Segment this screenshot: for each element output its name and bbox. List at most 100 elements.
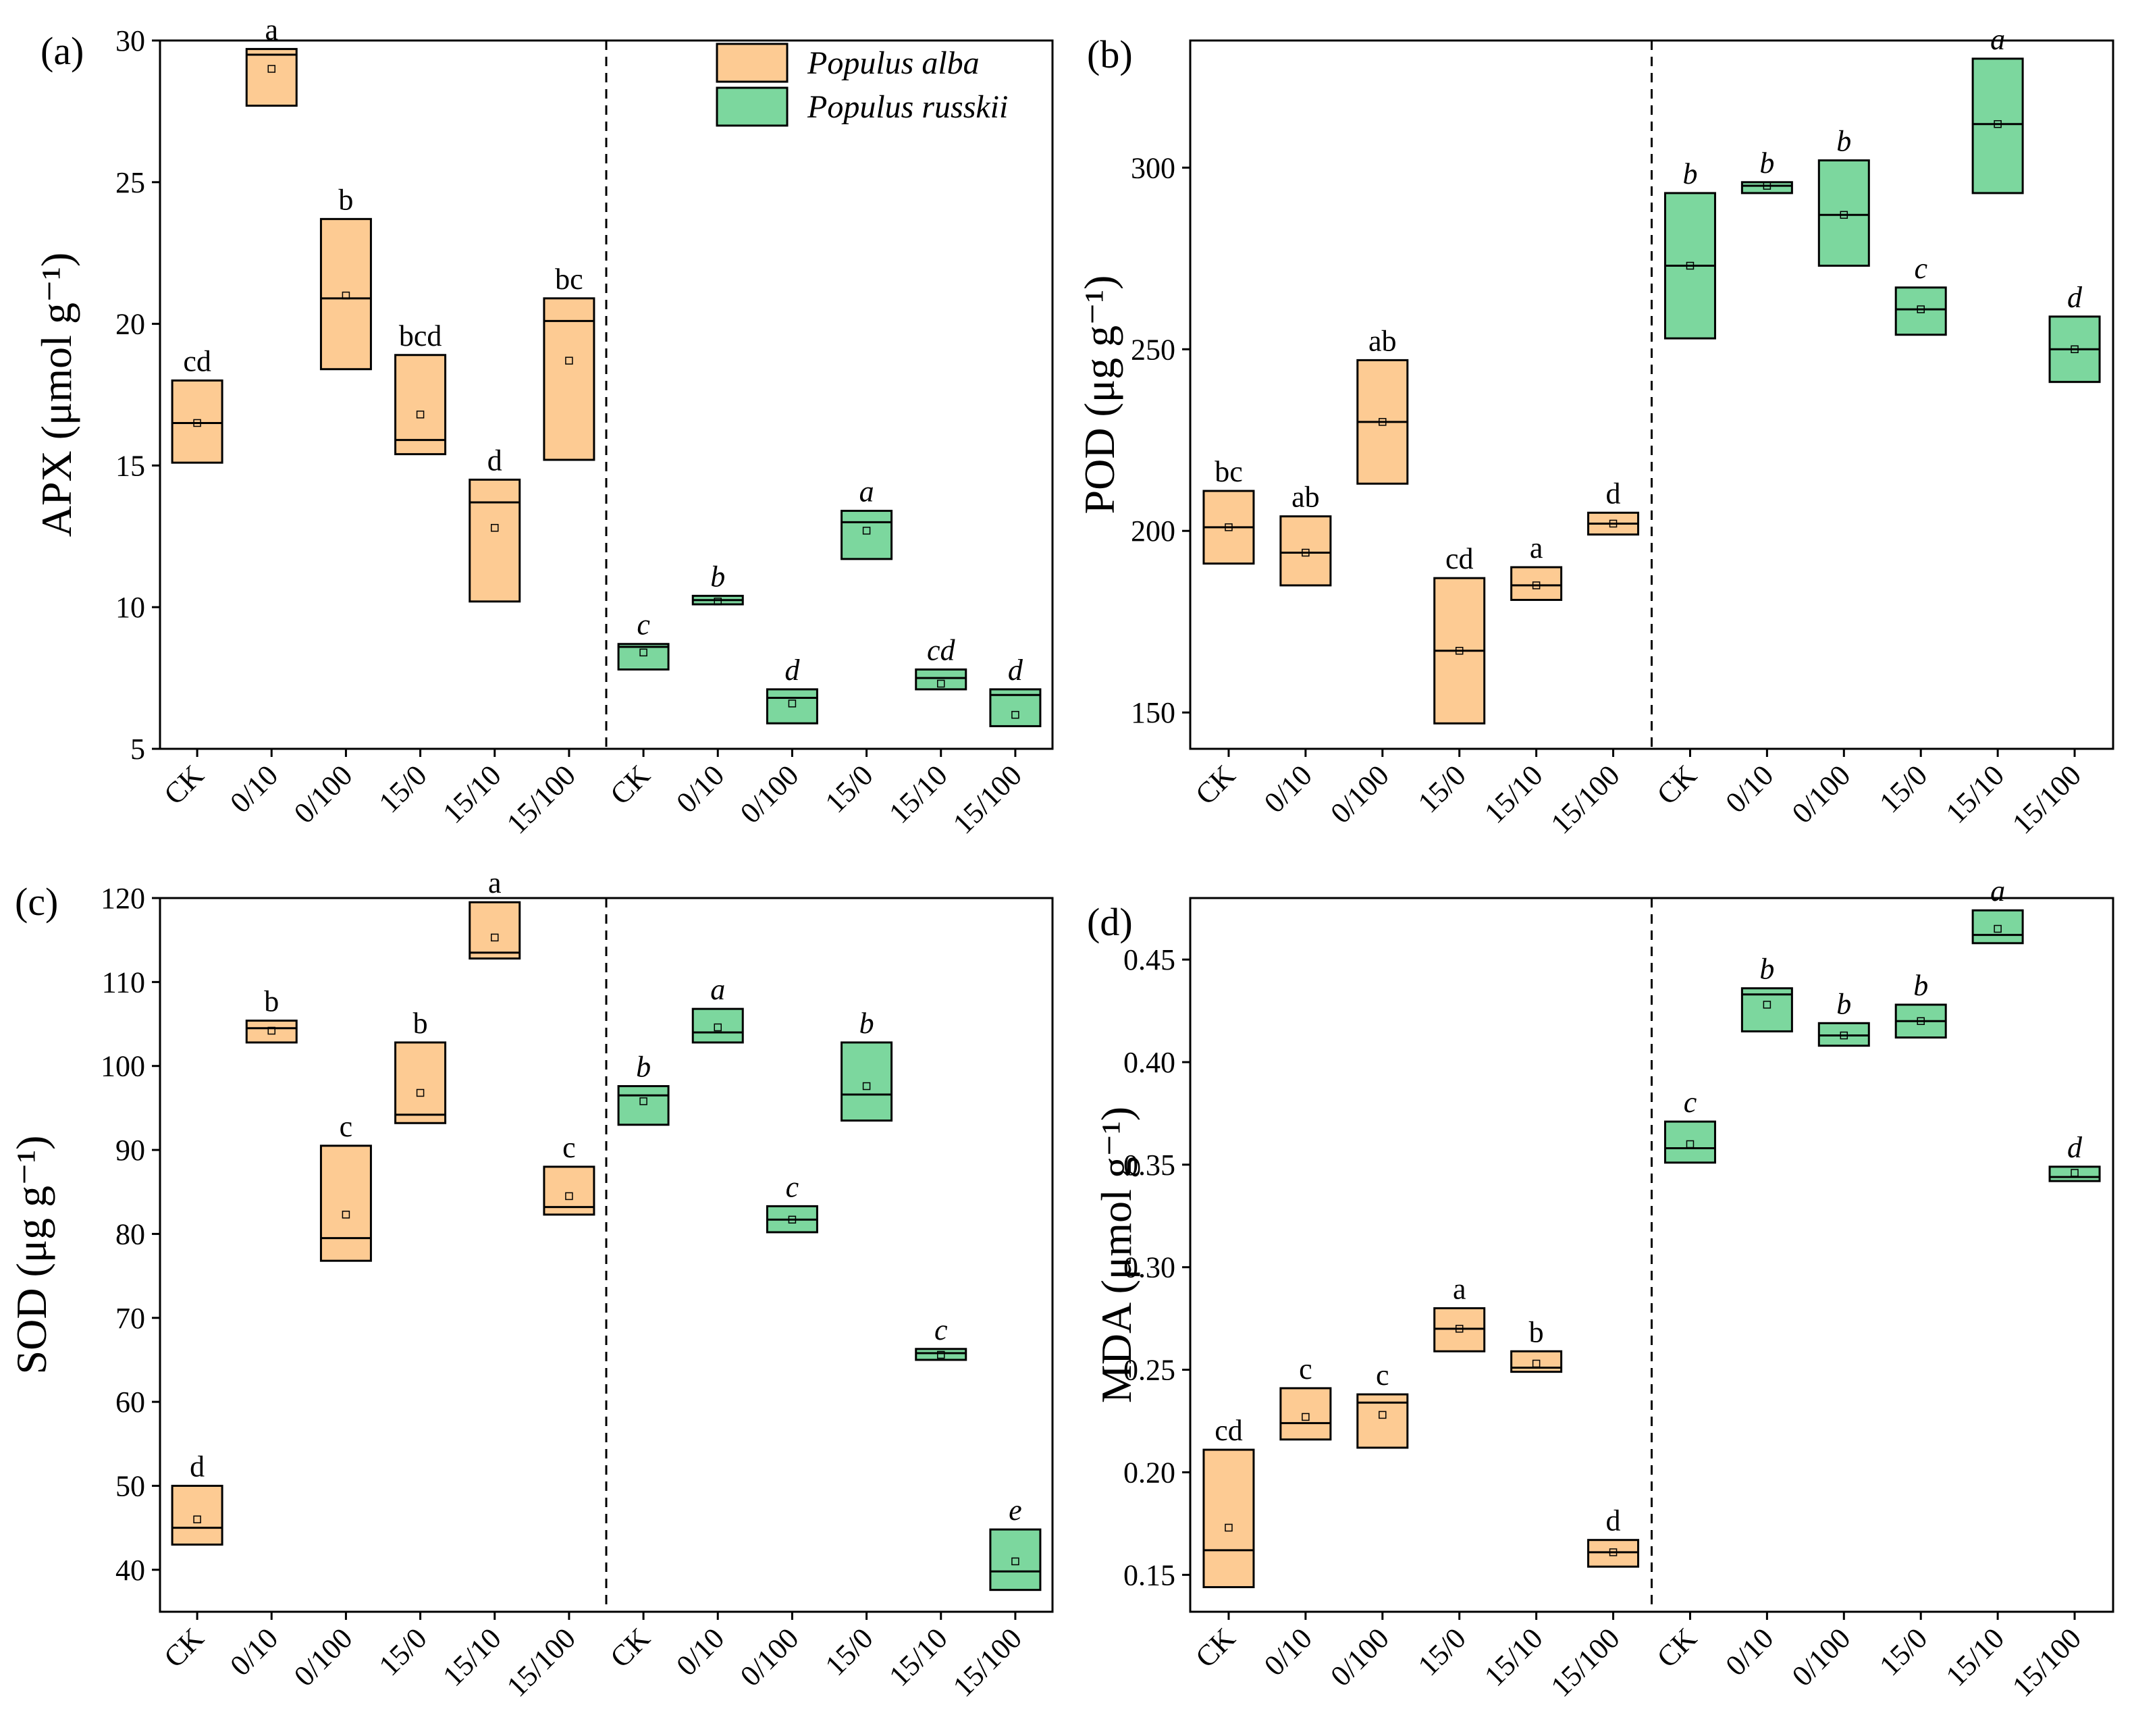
x-tick-label: CK (1651, 1621, 1703, 1674)
box-russkii (691, 1007, 744, 1044)
x-tick-label: 15/100 (500, 758, 582, 840)
x-tick-label: CK (1651, 758, 1703, 811)
y-tick-label: 0.40 (1123, 1046, 1175, 1079)
box-russkii (617, 643, 670, 671)
box-russkii (1817, 1022, 1870, 1047)
x-tick-label: 15/10 (1940, 1621, 2011, 1693)
mean-marker (1302, 548, 1310, 557)
y-tick-label: 90 (115, 1134, 145, 1167)
mean-marker (1532, 581, 1541, 589)
y-tick-label: 100 (101, 1050, 145, 1083)
significance-letter: b (1836, 125, 1851, 158)
significance-letter: b (1529, 1315, 1544, 1348)
significance-letter: bc (555, 263, 583, 296)
x-tick-label: 0/10 (670, 758, 730, 819)
box-alba (1202, 1448, 1255, 1589)
mean-marker (1763, 182, 1771, 190)
significance-letter: a (265, 14, 278, 47)
x-tick-label: 0/100 (1324, 758, 1395, 830)
y-tick-label: 30 (115, 24, 145, 57)
box-russkii (915, 1348, 967, 1361)
significance-letter: d (1008, 654, 1023, 687)
x-tick-label: 0/10 (1258, 758, 1318, 819)
mean-marker (565, 1192, 573, 1201)
box-alba (469, 478, 521, 603)
mean-marker (1011, 710, 1019, 719)
box-russkii (841, 510, 893, 560)
mean-marker (788, 700, 797, 708)
significance-letter: c (1299, 1352, 1312, 1386)
mean-marker (1225, 1523, 1233, 1532)
mean-marker (267, 1026, 275, 1035)
significance-letter: d (784, 654, 800, 687)
box-alba (469, 901, 521, 960)
panel-label: (a) (41, 29, 84, 73)
box-russkii (617, 1085, 670, 1126)
mean-marker (491, 933, 499, 942)
significance-letter: d (2067, 281, 2083, 314)
y-tick-label: 20 (115, 308, 145, 341)
box-russkii (915, 668, 967, 691)
mean-marker (1840, 211, 1848, 219)
y-tick-label: 70 (115, 1302, 145, 1335)
box-alba (319, 217, 372, 371)
x-tick-label: 0/100 (734, 1621, 805, 1693)
significance-letter: c (1376, 1359, 1389, 1392)
box-russkii (989, 1528, 1042, 1592)
significance-letter: d (1606, 477, 1621, 510)
mean-marker (788, 1215, 797, 1224)
y-tick-label: 120 (101, 882, 145, 915)
box-alba (394, 1041, 447, 1124)
significance-letter: c (562, 1131, 576, 1164)
legend-swatch-russkii (716, 86, 789, 127)
significance-letter: a (1990, 874, 2005, 908)
mean-marker (1532, 1359, 1541, 1368)
significance-letter: b (859, 1007, 874, 1040)
x-tick-label: 15/10 (436, 1621, 508, 1693)
x-tick-label: 0/100 (288, 758, 359, 830)
mean-marker (193, 419, 201, 427)
significance-letter: ab (1291, 481, 1320, 514)
significance-letter: b (1913, 969, 1928, 1002)
mean-marker (862, 1082, 871, 1090)
y-tick-label: 0.35 (1123, 1149, 1175, 1182)
x-tick-label: 0/100 (288, 1621, 359, 1693)
x-tick-label: 15/10 (1478, 758, 1549, 830)
box-russkii (1663, 1120, 1716, 1164)
significance-letter: a (859, 475, 874, 508)
significance-letter: b (1759, 953, 1774, 986)
mean-marker (342, 1211, 350, 1219)
mean-marker (193, 1515, 201, 1523)
x-tick-label: 15/10 (436, 758, 508, 830)
significance-letter: d (190, 1450, 205, 1483)
significance-letter: b (413, 1007, 428, 1040)
y-axis-label: MDA (μmol g⁻¹) (1092, 1107, 1140, 1403)
significance-letter: c (786, 1170, 799, 1203)
y-tick-label: 0.25 (1123, 1354, 1175, 1387)
x-tick-label: CK (604, 1621, 656, 1674)
legend-swatch-alba (716, 43, 789, 83)
x-tick-label: 0/100 (1786, 758, 1857, 830)
y-tick-label: 5 (130, 733, 145, 766)
x-tick-label: 15/100 (2006, 758, 2087, 840)
y-axis-label: SOD (μg g⁻¹) (7, 1136, 55, 1375)
mean-marker (1302, 1413, 1310, 1421)
mean-marker (1455, 647, 1464, 655)
significance-letter: cd (1215, 1414, 1243, 1447)
x-tick-label: 0/10 (1258, 1621, 1318, 1682)
mean-marker (1379, 418, 1387, 426)
y-tick-label: 0.20 (1123, 1456, 1175, 1489)
panel-label: (b) (1087, 32, 1133, 76)
mean-marker (937, 679, 945, 688)
mean-marker (491, 523, 499, 532)
mean-marker (639, 648, 647, 657)
x-tick-label: 15/0 (819, 1621, 880, 1682)
mean-marker (1609, 519, 1618, 528)
mean-marker (1686, 1140, 1695, 1149)
box-alba (1279, 515, 1332, 587)
box-alba (245, 48, 298, 107)
significance-letter: c (340, 1110, 353, 1143)
y-tick-label: 25 (115, 166, 145, 199)
x-tick-label: 15/100 (947, 758, 1028, 840)
